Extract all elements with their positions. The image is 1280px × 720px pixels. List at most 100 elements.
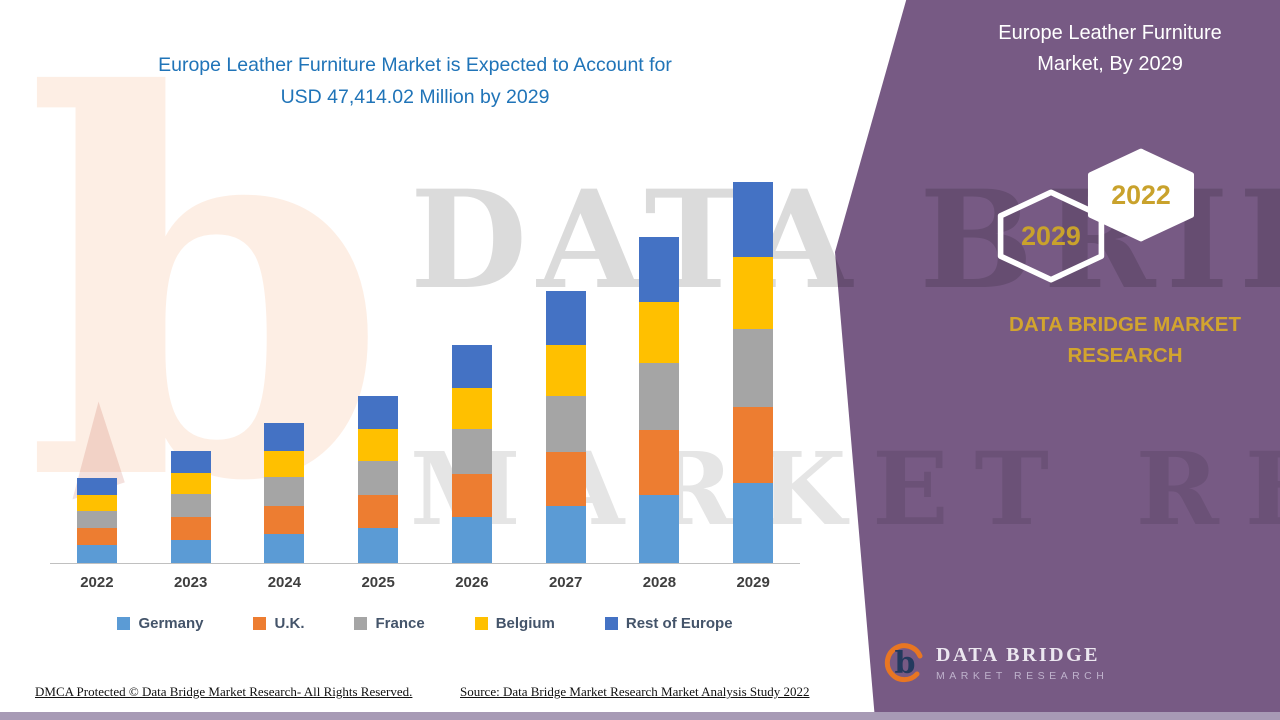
bar-segment-2027-rest-of-europe: [545, 290, 586, 345]
legend-item-france: France: [354, 615, 425, 632]
bar-2027: [519, 150, 613, 563]
brand-text: DATA BRIDGE MARKET RESEARCH: [955, 310, 1280, 372]
bar-segment-2025-rest-of-europe: [358, 396, 399, 430]
databridge-logo-icon: b: [884, 643, 923, 683]
bar-segment-2023-germany: [170, 539, 211, 563]
bar-segment-2024-france: [264, 477, 305, 506]
legend-item-germany: Germany: [117, 615, 203, 632]
bar-segment-2027-belgium: [545, 344, 586, 396]
dmca-text: DMCA Protected © Data Bridge Market Rese…: [35, 684, 413, 699]
bar-segment-2027-germany: [545, 505, 586, 563]
bar-segment-2022-rest-of-europe: [76, 478, 117, 496]
bar-2028: [613, 150, 707, 563]
bar-2023: [144, 150, 238, 563]
x-axis-label-2022: 2022: [80, 574, 114, 591]
legend-item-belgium: Belgium: [474, 615, 555, 632]
legend-swatch-icon: [354, 617, 368, 630]
page-title: Europe Leather Furniture Market is Expec…: [30, 50, 800, 113]
bar-segment-2029-u-k-: [733, 406, 774, 484]
x-axis-label-2025: 2025: [361, 574, 395, 591]
legend-item-u-k-: U.K.: [253, 615, 304, 632]
bar-segment-2025-u-k-: [358, 494, 399, 529]
bar-segment-2029-france: [733, 328, 774, 407]
legend-label: Germany: [138, 615, 204, 632]
legend-label: Rest of Europe: [625, 615, 733, 632]
x-axis-label-2027: 2027: [548, 574, 583, 591]
bar-stack-2024: [264, 422, 305, 563]
x-axis-label-2026: 2026: [455, 574, 489, 591]
hexagon-2029-shape: [997, 189, 1105, 283]
page-title-line2: USD 47,414.02 Million by 2029: [280, 85, 550, 108]
bar-2024: [238, 150, 332, 563]
bar-segment-2029-germany: [733, 483, 774, 563]
bar-segment-2028-u-k-: [639, 429, 680, 495]
bar-segment-2023-france: [170, 494, 211, 518]
source-text: Source: Data Bridge Market Research Mark…: [460, 684, 810, 699]
bar-segment-2028-france: [639, 362, 680, 430]
bar-segment-2026-belgium: [451, 388, 492, 430]
chart-legend: Germany U.K. France Belgium Rest of Europe: [50, 615, 800, 632]
side-panel-background: [835, 0, 1280, 720]
hexagon-2022-label: 2022: [1111, 180, 1171, 210]
bar-segment-2028-belgium: [639, 301, 680, 363]
brand-text-line2: RESEARCH: [1067, 343, 1183, 367]
hexagon-2029-label: 2029: [1021, 221, 1081, 251]
hexagon-2029-icon: 2029: [997, 189, 1105, 283]
bar-segment-2023-belgium: [170, 473, 211, 495]
logo-subtitle: MARKET RESEARCH: [936, 670, 1109, 682]
bar-segment-2024-u-k-: [264, 505, 305, 534]
bar-segment-2024-rest-of-europe: [264, 422, 305, 451]
bar-2029: [706, 150, 800, 563]
svg-text:b: b: [895, 646, 916, 681]
bar-stack-2028: [639, 236, 680, 563]
bar-segment-2029-rest-of-europe: [733, 182, 774, 258]
legend-swatch-icon: [474, 617, 488, 630]
bar-stack-2026: [451, 345, 492, 563]
bar-segment-2026-france: [451, 429, 492, 474]
hexagon-2022-shape: [1087, 148, 1195, 242]
bar-stack-2023: [170, 450, 211, 563]
bar-segment-2023-u-k-: [170, 517, 211, 540]
legend-label: France: [375, 615, 425, 632]
bar-segment-2028-germany: [639, 494, 680, 563]
side-panel-heading-line1: Europe Leather Furniture: [998, 22, 1222, 44]
side-panel-heading-line2: Market, By 2029: [1037, 53, 1183, 75]
bar-segment-2022-france: [76, 511, 117, 529]
legend-swatch-icon: [604, 617, 618, 630]
brand-text-line1: DATA BRIDGE MARKET: [1009, 313, 1241, 336]
databridge-logo-text: DATA BRIDGE MARKET RESEARCH: [936, 644, 1108, 682]
bar-segment-2026-u-k-: [451, 473, 492, 518]
x-axis-label-2023: 2023: [173, 574, 208, 591]
page-title-line1: Europe Leather Furniture Market is Expec…: [158, 54, 672, 76]
bar-stack-2022: [76, 478, 117, 563]
bar-segment-2025-belgium: [358, 429, 399, 461]
hexagon-2022-icon: 2022: [1087, 148, 1195, 242]
bar-segment-2024-germany: [264, 533, 305, 563]
bar-segment-2027-france: [545, 395, 586, 452]
legend-label: U.K.: [274, 615, 305, 632]
bar-segment-2026-germany: [451, 517, 492, 563]
x-axis-label-2028: 2028: [642, 574, 677, 591]
bar-segment-2025-france: [358, 460, 399, 495]
bar-segment-2024-belgium: [264, 450, 305, 478]
bar-segment-2022-u-k-: [76, 528, 117, 546]
bar-stack-2025: [358, 396, 399, 563]
x-axis-label-2024: 2024: [267, 574, 302, 591]
bar-2025: [331, 150, 425, 563]
bar-segment-2026-rest-of-europe: [451, 345, 492, 389]
legend-item-rest-of-europe: Rest of Europe: [604, 615, 733, 632]
bar-2022: [50, 150, 144, 563]
bar-segment-2029-belgium: [733, 257, 774, 329]
x-axis-labels: 2022 2023 2024 2025 2026 2027 2028 2029: [50, 564, 800, 591]
bar-segment-2028-rest-of-europe: [639, 236, 680, 302]
bar-segment-2027-u-k-: [545, 451, 586, 506]
bar-stack-2027: [545, 290, 586, 563]
bar-segment-2022-germany: [76, 545, 117, 563]
bar-segment-2023-rest-of-europe: [170, 450, 211, 474]
databridge-logo: b DATA BRIDGE MARKET RESEARCH: [880, 640, 1108, 686]
stacked-bar-chart: 2022 2023 2024 2025 2026 2027 2028 2029 Germany…: [50, 150, 800, 632]
bar-segment-2022-belgium: [76, 495, 117, 512]
legend-label: Belgium: [495, 615, 555, 632]
bar-2026: [425, 150, 519, 563]
bottom-strip: [0, 712, 1280, 720]
